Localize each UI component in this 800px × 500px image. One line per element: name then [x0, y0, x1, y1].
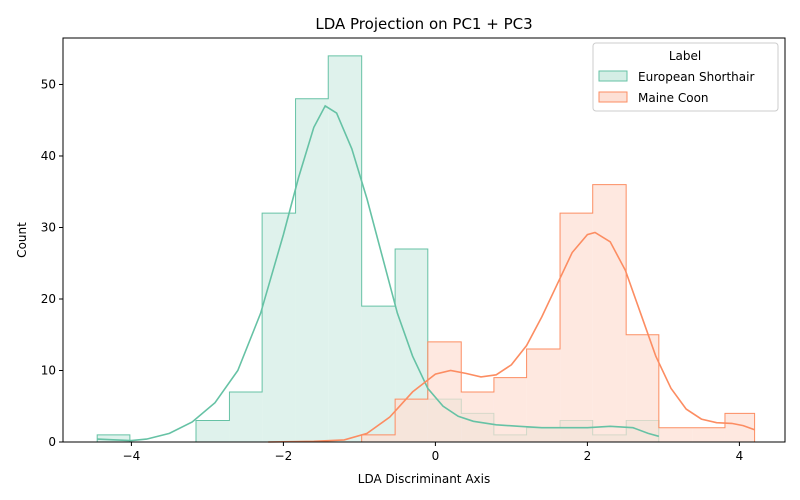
- y-tick-label: 30: [41, 220, 56, 234]
- bar-european-shorthair-4: [229, 391, 263, 442]
- legend-frame: [592, 42, 779, 112]
- kde-line-european-shorthair: [97, 104, 660, 442]
- step-outline-maine-coon: [361, 184, 756, 442]
- bar-maine-coon-8: [626, 334, 659, 442]
- bar-maine-coon-3: [461, 391, 494, 442]
- x-tick-label: 2: [584, 449, 592, 463]
- legend-title: Label: [669, 49, 701, 63]
- bar-european-shorthair-6: [295, 98, 329, 443]
- bar-maine-coon-9: [658, 427, 693, 442]
- y-tick-label: 10: [41, 363, 56, 377]
- x-tick-label: 0: [432, 449, 440, 463]
- kde-line-maine-coon: [268, 231, 755, 443]
- bar-maine-coon-2: [427, 341, 462, 442]
- y-tick-label: 50: [41, 77, 56, 91]
- x-tick-label: 4: [736, 449, 744, 463]
- bar-european-shorthair-7: [328, 55, 362, 443]
- bar-european-shorthair-0: [97, 434, 130, 442]
- bar-maine-coon-4: [493, 377, 527, 442]
- legend-label-european-shorthair: European Shorthair: [638, 70, 754, 84]
- legend-label-maine-coon: Maine Coon: [638, 91, 709, 105]
- x-tick-label: −2: [275, 449, 293, 463]
- bar-european-shorthair-8: [361, 306, 396, 442]
- axes-frame: [62, 37, 786, 443]
- bar-european-shorthair-3: [196, 420, 230, 442]
- x-axis-label: LDA Discriminant Axis: [358, 472, 490, 486]
- bar-maine-coon-10: [692, 427, 725, 442]
- y-axis-label: Count: [15, 222, 29, 258]
- y-tick-label: 20: [41, 292, 56, 306]
- y-tick-label: 0: [48, 435, 56, 449]
- bar-maine-coon-0: [361, 434, 396, 442]
- chart-title: LDA Projection on PC1 + PC3: [315, 15, 532, 33]
- bar-maine-coon-7: [592, 184, 627, 442]
- x-tick-label: −4: [123, 449, 141, 463]
- legend-swatch-maine-coon: [598, 91, 628, 103]
- legend: Label European Shorthair Maine Coon: [592, 42, 779, 112]
- bar-maine-coon-6: [560, 213, 593, 442]
- y-tick-label: 40: [41, 149, 56, 163]
- legend-swatch-european-shorthair: [598, 70, 628, 82]
- series-maine-coon: [361, 184, 756, 442]
- plot-area: [96, 55, 756, 443]
